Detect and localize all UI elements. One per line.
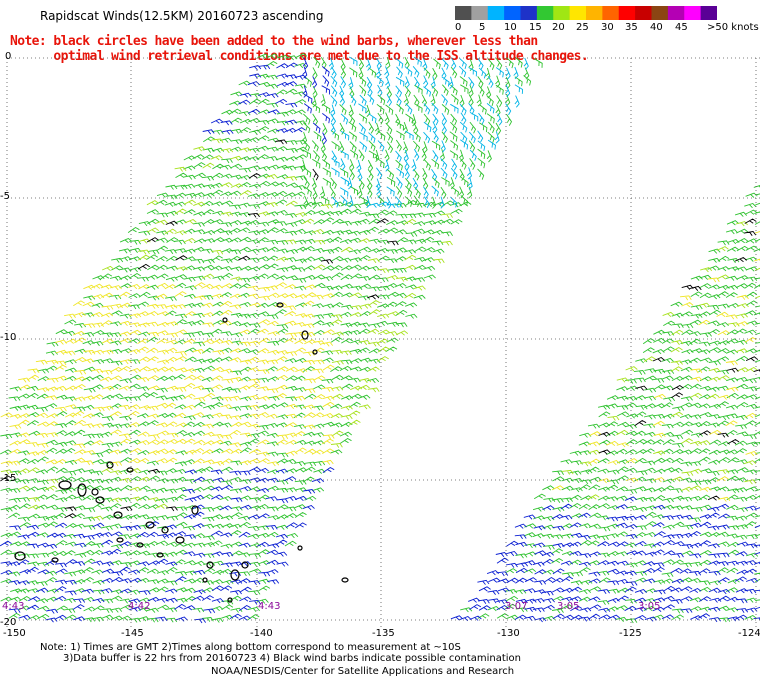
red-note: Note: black circles have been added to t… [10, 34, 589, 64]
lon-label-145w: -145 [121, 628, 144, 639]
colorbar-label: 25 [576, 22, 589, 33]
island-outline [297, 545, 303, 551]
island-outline [145, 521, 155, 529]
island-outline [95, 496, 105, 504]
colorbar-label: 45 [675, 22, 688, 33]
island-outline [51, 557, 59, 563]
colorbar-swatch [455, 6, 472, 20]
colorbar-label: 10 [504, 22, 517, 33]
lat-label-5s: -5 [0, 191, 10, 202]
island-outline [91, 488, 99, 496]
colorbar-swatch [602, 6, 620, 20]
wind-barb-group [0, 57, 760, 624]
lat-label-0: 0 [5, 51, 12, 62]
colorbar-label: 20 [552, 22, 565, 33]
colorbar-swatch [667, 6, 685, 20]
colorbar-swatch [569, 6, 587, 20]
lat-label-15s: -15 [0, 473, 17, 484]
map-title: Rapidscat Winds(12.5KM) 20160723 ascendi… [40, 9, 324, 23]
island-outline [276, 302, 284, 308]
island-outline [206, 561, 214, 569]
lon-label-124w: -124 [738, 628, 760, 639]
wind-barb-group [0, 53, 760, 624]
island-outline [301, 330, 309, 340]
island-outline [58, 480, 72, 490]
lon-label-130w: -130 [497, 628, 520, 639]
wind-speed-colorbar [455, 6, 717, 20]
swath-time-2: 4:42 [128, 601, 151, 612]
colorbar-swatch [471, 6, 489, 20]
island-outline [341, 577, 349, 583]
colorbar-swatch [618, 6, 636, 20]
island-outline [241, 561, 249, 569]
wind-barb-group [0, 139, 760, 519]
colorbar-swatch [684, 6, 702, 20]
island-outline [222, 317, 228, 323]
swath-time-5: 3:05 [557, 601, 580, 612]
note-line-1: Note: black circles have been added to t… [10, 34, 538, 49]
lat-label-20s: -20 [0, 617, 17, 628]
colorbar-swatch [520, 6, 538, 20]
wind-barb-layer [0, 53, 760, 624]
lat-label-10s: -10 [0, 332, 17, 343]
footer-credit: NOAA/NESDIS/Center for Satellite Applica… [211, 666, 515, 677]
lon-label-125w: -125 [619, 628, 642, 639]
colorbar-label: 5 [479, 22, 486, 33]
island-outline [113, 511, 123, 519]
footer-note-1: Note: 1) Times are GMT 2)Times along bot… [40, 642, 461, 653]
island-outline [161, 526, 169, 534]
island-outline [156, 552, 164, 558]
island-outline [126, 467, 134, 473]
colorbar-label: 0 [455, 22, 462, 33]
swath-time-6: 3:05 [638, 601, 661, 612]
colorbar-swatch [586, 6, 603, 20]
island-outline [230, 569, 240, 581]
island-outline [227, 597, 233, 603]
colorbar-unit-label: >50 knots [707, 22, 759, 33]
footer-note-2: 3)Data buffer is 22 hrs from 20160723 4)… [63, 653, 521, 664]
island-outline [202, 577, 208, 583]
lon-label-135w: -135 [372, 628, 395, 639]
lon-label-140w: -140 [250, 628, 273, 639]
island-outline [312, 349, 318, 355]
note-line-2: optimal wind retrieval conditions are me… [10, 49, 589, 64]
island-outline [175, 536, 185, 544]
island-outline [116, 537, 124, 543]
colorbar-swatch [700, 6, 717, 20]
wind-barb-group [0, 231, 760, 502]
wind-barb-group [0, 138, 760, 521]
colorbar-label: 30 [601, 22, 614, 33]
island-outline [191, 505, 199, 515]
wind-barb-group [328, 56, 529, 209]
colorbar-swatch [635, 6, 652, 20]
island-outline [136, 542, 144, 548]
island-outline [14, 551, 26, 561]
swath-time-1: 4:43 [2, 601, 25, 612]
colorbar-swatch [536, 6, 554, 20]
colorbar-swatch [553, 6, 571, 20]
lat-lon-grid [6, 57, 760, 628]
swath-time-4: 3:07 [505, 601, 528, 612]
colorbar-label: 40 [650, 22, 663, 33]
colorbar-swatch [487, 6, 505, 20]
lon-label-150w: -150 [3, 628, 26, 639]
island-outline [106, 461, 114, 469]
colorbar-label: 15 [529, 22, 542, 33]
swath-time-3: 4:43 [258, 601, 281, 612]
island-outlines [14, 302, 349, 603]
island-outline [77, 483, 87, 497]
colorbar-label: 35 [625, 22, 638, 33]
colorbar-swatch [651, 6, 669, 20]
colorbar-swatch [504, 6, 521, 20]
